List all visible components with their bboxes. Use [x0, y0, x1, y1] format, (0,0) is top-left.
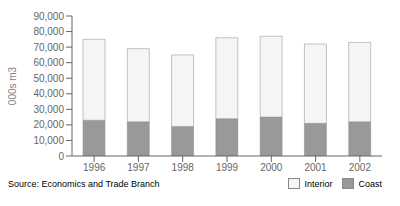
svg-text:90,000: 90,000 — [33, 11, 64, 22]
svg-text:2001: 2001 — [304, 162, 327, 173]
svg-text:50,000: 50,000 — [33, 73, 64, 84]
svg-text:80,000: 80,000 — [33, 26, 64, 37]
svg-text:2000: 2000 — [260, 162, 283, 173]
svg-text:1996: 1996 — [83, 162, 106, 173]
svg-text:10,000: 10,000 — [33, 135, 64, 146]
svg-text:1998: 1998 — [172, 162, 195, 173]
svg-text:1999: 1999 — [216, 162, 239, 173]
svg-text:60,000: 60,000 — [33, 57, 64, 68]
svg-text:1997: 1997 — [127, 162, 150, 173]
svg-text:70,000: 70,000 — [33, 42, 64, 53]
svg-text:20,000: 20,000 — [33, 119, 64, 130]
svg-text:2002: 2002 — [349, 162, 372, 173]
svg-text:0: 0 — [58, 151, 64, 162]
svg-text:30,000: 30,000 — [33, 104, 64, 115]
svg-text:000s m3: 000s m3 — [8, 66, 18, 105]
svg-text:40,000: 40,000 — [33, 88, 64, 99]
html-text:Interior: Interior — [304, 178, 333, 189]
html-text:Coast: Coast — [358, 178, 382, 189]
html-text:Source: Economics and Trade Br: Source: Economics and Trade Branch — [8, 178, 160, 189]
